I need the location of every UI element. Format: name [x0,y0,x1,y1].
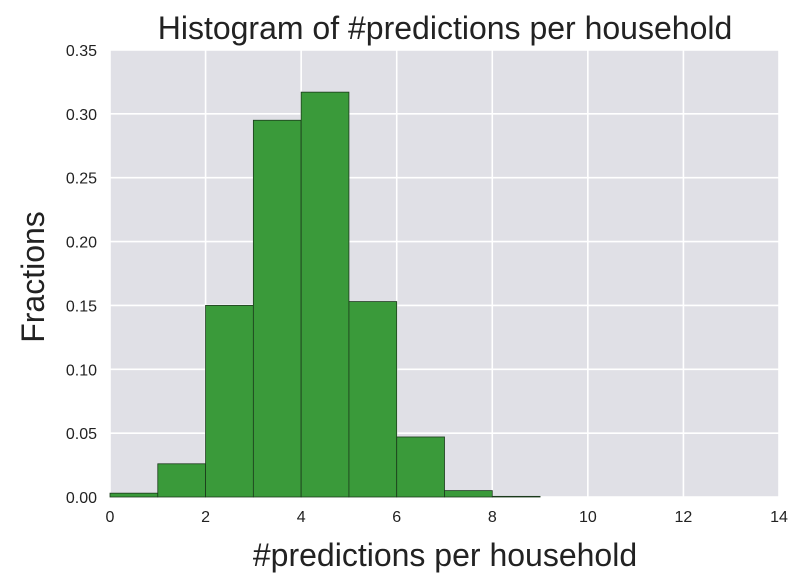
y-tick-label: 0.25 [66,171,97,188]
y-tick-label: 0.15 [66,298,97,315]
y-tick-label: 0.10 [66,362,97,379]
y-ticks: 0.00 0.05 0.10 0.15 0.20 0.25 0.30 0.35 [66,43,97,507]
x-tick-label: 4 [297,509,306,526]
x-tick-label: 14 [770,509,788,526]
x-tick-label: 12 [675,509,693,526]
histogram-bar [444,490,493,498]
chart-title: Histogram of #predictions per household [158,10,733,46]
x-axis-label: #predictions per household [253,537,637,573]
x-tick-label: 10 [579,509,597,526]
histogram-bar [396,436,445,498]
histogram-bar [205,305,254,498]
x-tick-label: 8 [488,509,497,526]
histogram-bar [109,492,159,498]
x-ticks: 0 2 4 6 8 10 12 14 [106,509,788,526]
histogram-bar [348,301,398,498]
histogram-bar [491,495,541,498]
x-tick-label: 6 [392,509,401,526]
histogram-bar [252,119,302,498]
histogram-bar [300,91,350,498]
y-tick-label: 0.05 [66,426,97,443]
bars [109,91,541,498]
y-tick-label: 0.30 [66,107,97,124]
x-tick-label: 0 [106,509,115,526]
y-tick-label: 0.20 [66,235,97,252]
y-axis-label: Fractions [15,211,51,343]
histogram-bar [157,463,206,498]
y-tick-label: 0.35 [66,43,97,60]
y-tick-label: 0.00 [66,490,97,507]
x-tick-label: 2 [201,509,210,526]
